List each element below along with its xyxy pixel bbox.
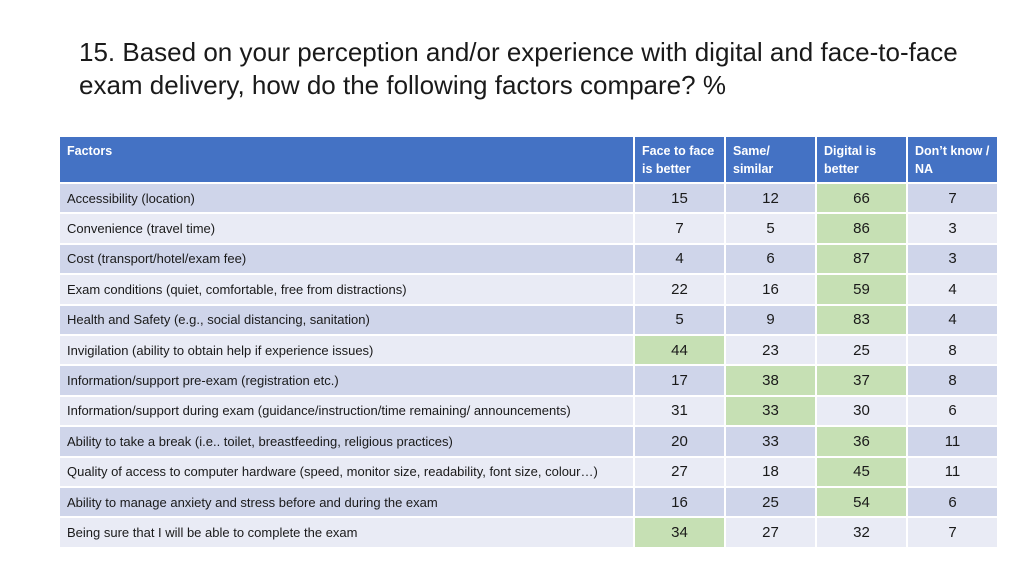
factor-label: Convenience (travel time) [58, 212, 635, 245]
face-to-face-cell: 16 [633, 485, 726, 519]
table-row: Quality of access to computer hardware (… [58, 455, 999, 488]
table-row: Cost (transport/hotel/exam fee) 4 6 87 3 [58, 242, 999, 276]
dont-know-cell: 7 [906, 516, 999, 549]
table-row: Convenience (travel time) 7 5 86 3 [58, 212, 999, 245]
same-similar-cell: 38 [724, 364, 817, 397]
dont-know-cell: 11 [906, 425, 999, 458]
digital-cell: 86 [815, 212, 908, 245]
digital-cell: 30 [815, 394, 908, 428]
digital-cell: 87 [815, 242, 908, 276]
same-similar-cell: 5 [724, 212, 817, 245]
header-factors: Factors [58, 135, 635, 184]
same-similar-cell: 12 [724, 181, 817, 215]
table-row: Exam conditions (quiet, comfortable, fre… [58, 273, 999, 306]
face-to-face-cell: 31 [633, 394, 726, 428]
face-to-face-cell: 20 [633, 425, 726, 458]
table-row: Ability to take a break (i.e.. toilet, b… [58, 425, 999, 458]
dont-know-cell: 8 [906, 364, 999, 397]
same-similar-cell: 33 [724, 394, 817, 428]
table-row: Accessibility (location) 15 12 66 7 [58, 181, 999, 215]
dont-know-cell: 11 [906, 455, 999, 488]
factor-label: Invigilation (ability to obtain help if … [58, 333, 635, 367]
digital-cell: 59 [815, 273, 908, 306]
slide-title: 15. Based on your perception and/or expe… [79, 37, 958, 100]
factor-label: Ability to manage anxiety and stress bef… [58, 485, 635, 519]
header-dont-know: Don’t know / NA [906, 135, 999, 184]
factor-label: Exam conditions (quiet, comfortable, fre… [58, 273, 635, 306]
dont-know-cell: 6 [906, 485, 999, 519]
factors-table: Factors Face to face is better Same/ sim… [58, 135, 999, 549]
dont-know-cell: 4 [906, 303, 999, 336]
factor-label: Ability to take a break (i.e.. toilet, b… [58, 425, 635, 458]
table-row: Information/support during exam (guidanc… [58, 394, 999, 428]
factor-label: Quality of access to computer hardware (… [58, 455, 635, 488]
same-similar-cell: 27 [724, 516, 817, 549]
same-similar-cell: 16 [724, 273, 817, 306]
factor-label: Information/support during exam (guidanc… [58, 394, 635, 428]
factor-label: Information/support pre-exam (registrati… [58, 364, 635, 397]
digital-cell: 45 [815, 455, 908, 488]
face-to-face-cell: 27 [633, 455, 726, 488]
digital-cell: 37 [815, 364, 908, 397]
face-to-face-cell: 44 [633, 333, 726, 367]
factor-label: Health and Safety (e.g., social distanci… [58, 303, 635, 336]
table-row: Ability to manage anxiety and stress bef… [58, 485, 999, 519]
face-to-face-cell: 17 [633, 364, 726, 397]
same-similar-cell: 23 [724, 333, 817, 367]
same-similar-cell: 18 [724, 455, 817, 488]
digital-cell: 25 [815, 333, 908, 367]
face-to-face-cell: 34 [633, 516, 726, 549]
header-same-similar: Same/ similar [724, 135, 817, 184]
dont-know-cell: 7 [906, 181, 999, 215]
dont-know-cell: 3 [906, 212, 999, 245]
face-to-face-cell: 15 [633, 181, 726, 215]
face-to-face-cell: 5 [633, 303, 726, 336]
table-row: Health and Safety (e.g., social distanci… [58, 303, 999, 336]
table-row: Information/support pre-exam (registrati… [58, 364, 999, 397]
factor-label: Accessibility (location) [58, 181, 635, 215]
factor-label: Cost (transport/hotel/exam fee) [58, 242, 635, 276]
same-similar-cell: 25 [724, 485, 817, 519]
face-to-face-cell: 4 [633, 242, 726, 276]
face-to-face-cell: 7 [633, 212, 726, 245]
factor-label: Being sure that I will be able to comple… [58, 516, 635, 549]
dont-know-cell: 3 [906, 242, 999, 276]
same-similar-cell: 33 [724, 425, 817, 458]
digital-cell: 83 [815, 303, 908, 336]
digital-cell: 36 [815, 425, 908, 458]
same-similar-cell: 9 [724, 303, 817, 336]
digital-cell: 54 [815, 485, 908, 519]
dont-know-cell: 6 [906, 394, 999, 428]
dont-know-cell: 4 [906, 273, 999, 306]
dont-know-cell: 8 [906, 333, 999, 367]
header-digital-better: Digital is better [815, 135, 908, 184]
table-body: Accessibility (location) 15 12 66 7 Convenien… [58, 181, 999, 549]
same-similar-cell: 6 [724, 242, 817, 276]
header-face-to-face-better: Face to face is better [633, 135, 726, 184]
face-to-face-cell: 22 [633, 273, 726, 306]
table-row: Invigilation (ability to obtain help if … [58, 333, 999, 367]
table-header-row: Factors Face to face is better Same/ sim… [58, 135, 999, 184]
table-row: Being sure that I will be able to comple… [58, 516, 999, 549]
digital-cell: 66 [815, 181, 908, 215]
digital-cell: 32 [815, 516, 908, 549]
